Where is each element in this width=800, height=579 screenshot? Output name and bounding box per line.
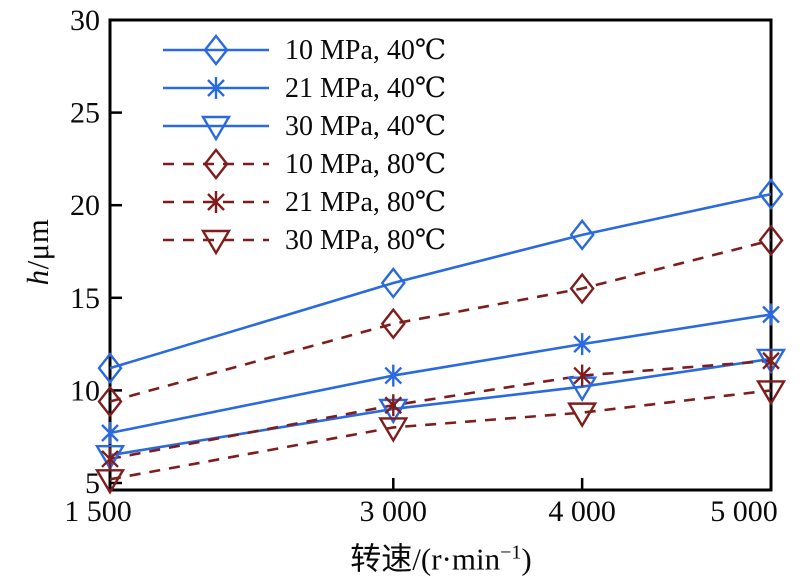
diamond-marker-icon (569, 218, 595, 251)
series-line-3 (109, 239, 772, 403)
series-line-4 (109, 359, 772, 461)
y-tick-label: 25 (70, 97, 100, 130)
series-line-1 (109, 313, 772, 435)
triangle-down-marker-icon (94, 469, 126, 495)
x-tick-label: 4 000 (548, 495, 616, 528)
legend-item: 30 MPa, 40℃ (161, 107, 446, 145)
y-tick-label: 10 (70, 374, 100, 407)
legend-item-label: 21 MPa, 80℃ (285, 187, 447, 218)
triangle-down-marker-icon (200, 229, 232, 256)
series-line-0 (109, 192, 772, 370)
diamond-marker-icon (97, 385, 123, 418)
legend-item: 10 MPa, 80℃ (161, 145, 446, 183)
legend-sample-dashed-line (163, 148, 269, 180)
y-tick-label: 30 (70, 4, 100, 37)
legend-item: 21 MPa, 80℃ (161, 183, 446, 221)
asterisk-marker-icon (573, 333, 591, 356)
y-tick-label: 15 (70, 282, 100, 315)
x-tick-label: 5 000 (710, 495, 778, 528)
legend-sample-solid-line (163, 115, 269, 142)
diamond-marker-icon (203, 148, 229, 180)
legend-item-label: 30 MPa, 40℃ (285, 111, 447, 142)
diamond-marker-icon (380, 267, 406, 299)
asterisk-marker-icon (762, 349, 780, 372)
x-tick-label: 1 500 (64, 495, 132, 528)
diamond-marker-icon (97, 352, 123, 385)
legend-sample-dashed-line (163, 191, 269, 213)
y-axis-label-unit: /μm (20, 218, 55, 270)
triangle-down-marker-icon (94, 445, 126, 471)
x-tick-label: 3 000 (360, 495, 428, 528)
legend-item-label: 10 MPa, 40℃ (285, 35, 447, 66)
x-axis-label-main: 转速/(r·min (350, 541, 501, 577)
legend: 10 MPa, 40℃ 21 MPa, 40℃ 30 MPa, 40℃ 10 MPa,… (161, 31, 446, 259)
diamond-marker-icon (758, 224, 784, 257)
diamond-marker-icon (758, 178, 784, 211)
asterisk-marker-icon (384, 394, 403, 417)
legend-item-label: 30 MPa, 80℃ (285, 225, 447, 256)
asterisk-marker-icon (573, 364, 591, 387)
asterisk-marker-icon (101, 447, 119, 470)
x-axis-label-close: ) (521, 541, 532, 577)
asterisk-marker-icon (101, 421, 119, 444)
y-tick-label: 20 (70, 189, 100, 222)
legend-sample-dashed-line (163, 229, 269, 256)
legend-item: 21 MPa, 40℃ (161, 69, 446, 107)
asterisk-marker-icon (384, 364, 403, 387)
legend-item-label: 10 MPa, 80℃ (285, 149, 447, 180)
y-axis-label: h/μm (20, 219, 56, 286)
diamond-marker-icon (380, 307, 406, 340)
y-tick-label: 5 (85, 467, 100, 500)
triangle-down-marker-icon (378, 417, 409, 443)
triangle-down-marker-icon (755, 380, 787, 406)
triangle-down-marker-icon (200, 115, 232, 142)
x-axis-label-superscript: −1 (500, 541, 522, 564)
series-line-5 (109, 389, 772, 481)
asterisk-marker-icon (207, 191, 225, 213)
diamond-marker-icon (569, 272, 595, 305)
diamond-marker-icon (203, 34, 229, 66)
legend-item-label: 21 MPa, 40℃ (285, 73, 447, 104)
asterisk-marker-icon (207, 77, 225, 99)
asterisk-marker-icon (762, 303, 780, 326)
triangle-down-marker-icon (567, 402, 598, 428)
legend-sample-solid-line (163, 34, 269, 66)
y-axis-label-symbol: h (20, 269, 55, 286)
x-axis-label: 转速/(r·min−1) (350, 534, 531, 579)
legend-item: 30 MPa, 80℃ (161, 221, 446, 259)
legend-item: 10 MPa, 40℃ (161, 31, 446, 69)
legend-sample-solid-line (163, 77, 269, 99)
